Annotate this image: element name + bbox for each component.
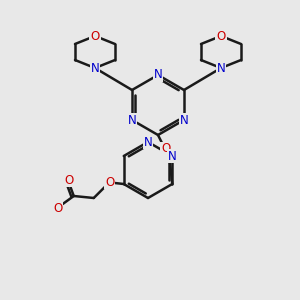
Text: N: N (180, 113, 188, 127)
Text: O: O (105, 176, 114, 188)
Text: N: N (128, 113, 136, 127)
Text: N: N (144, 136, 152, 148)
Text: N: N (154, 68, 162, 82)
Text: N: N (168, 149, 177, 163)
Text: N: N (91, 61, 99, 74)
Text: O: O (216, 29, 226, 43)
Text: O: O (64, 173, 74, 187)
Text: O: O (161, 142, 171, 155)
Text: O: O (53, 202, 62, 214)
Text: O: O (90, 29, 100, 43)
Text: N: N (217, 61, 225, 74)
